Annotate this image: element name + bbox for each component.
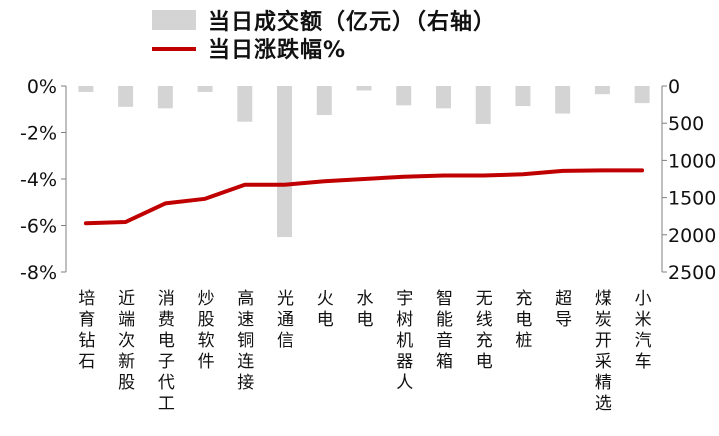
category-label: 宇树机器人 <box>396 289 413 393</box>
turnover-bar <box>475 86 491 124</box>
turnover-bar <box>594 86 610 95</box>
right-tick-label: 1000 <box>668 150 716 172</box>
turnover-bar <box>316 86 332 116</box>
turnover-bar <box>78 86 94 92</box>
change-point <box>442 175 444 177</box>
change-point <box>601 169 603 171</box>
right-tick-label: 2000 <box>668 225 716 247</box>
legend: 当日成交额（亿元）（右轴） 当日涨跌幅% <box>152 9 496 63</box>
category-label: 智能音箱 <box>436 289 453 372</box>
change-point <box>204 198 206 200</box>
turnover-bar <box>197 86 213 92</box>
legend-bar-label: 当日成交额（亿元）（右轴） <box>208 9 496 35</box>
turnover-bar <box>237 86 253 122</box>
right-tick-label: 500 <box>668 113 704 135</box>
category-label: 水电 <box>357 289 374 330</box>
change-point <box>363 178 365 180</box>
turnover-bar <box>277 86 293 238</box>
change-point <box>85 222 87 224</box>
right-tick-label: 0 <box>668 76 680 98</box>
turnover-bar <box>157 86 173 109</box>
legend-line-label: 当日涨跌幅% <box>208 38 346 63</box>
category-label: 火电 <box>317 289 334 330</box>
change-line <box>83 168 645 226</box>
change-point <box>641 169 643 171</box>
plot-area: 0% -2% -4% -6% -8% 0 500 1000 1500 2000 2500 培育钻石 近端… <box>20 76 716 414</box>
turnover-bar <box>118 86 134 107</box>
category-label: 炒股软件 <box>198 289 215 372</box>
turnover-bar <box>555 86 571 114</box>
legend-bar-swatch <box>152 10 196 30</box>
change-point <box>323 180 325 182</box>
change-point <box>522 173 524 175</box>
turnover-bar <box>634 86 650 104</box>
change-point <box>284 184 286 186</box>
turnover-bar <box>396 86 412 106</box>
category-label: 光通信 <box>277 289 294 351</box>
turnover-bar <box>356 86 372 91</box>
right-tick-label: 2500 <box>668 262 716 284</box>
change-point <box>244 184 246 186</box>
left-tick-label: -4% <box>20 169 57 191</box>
category-label: 无线充电 <box>476 289 493 372</box>
change-point <box>482 175 484 177</box>
category-label: 近端次新股 <box>118 289 135 393</box>
change-point <box>403 176 405 178</box>
category-label: 高速铜连接 <box>237 289 254 393</box>
right-tick-label: 1500 <box>668 188 716 210</box>
category-label: 超导 <box>555 289 572 330</box>
left-tick-label: 0% <box>27 76 57 98</box>
category-label: 煤炭开采精选 <box>595 289 612 414</box>
change-point <box>562 170 564 172</box>
left-tick-label: -6% <box>20 216 57 238</box>
category-label: 消费电子代工 <box>158 289 175 414</box>
left-tick-label: -8% <box>20 262 57 284</box>
category-label: 充电桩 <box>515 289 532 351</box>
category-label: 培育钻石 <box>78 289 95 372</box>
category-label: 小米汽车 <box>635 289 652 372</box>
turnover-bar <box>435 86 451 109</box>
left-tick-label: -2% <box>20 123 57 145</box>
change-point <box>164 202 166 204</box>
change-point <box>125 221 127 223</box>
turnover-bar <box>515 86 531 107</box>
